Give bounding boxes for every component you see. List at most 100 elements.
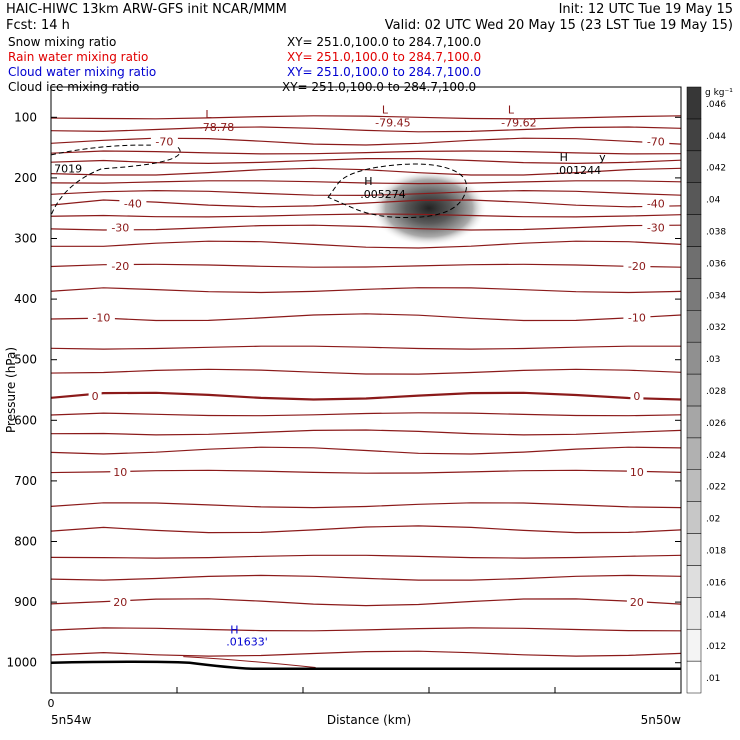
temperature-contour xyxy=(51,412,681,417)
colorbar-label: .036 xyxy=(706,259,726,269)
temperature-low-mark: L xyxy=(205,108,212,121)
colorbar-swatch xyxy=(686,214,702,247)
temperature-low-mark: L xyxy=(382,103,389,116)
cloud-ice-contour-left xyxy=(51,144,181,216)
colorbar-label: .016 xyxy=(706,578,726,588)
temperature-contour xyxy=(51,391,681,401)
header-title: HAIC-HIWC 13km ARW-GFS init NCAR/MMM xyxy=(6,2,287,17)
temperature-contour xyxy=(51,502,681,509)
temperature-label: 20 xyxy=(630,596,644,609)
y-tick-label: 900 xyxy=(14,595,37,609)
colorbar-swatch xyxy=(686,246,702,279)
temperature-contour xyxy=(51,650,681,657)
temperature-contour xyxy=(51,180,681,185)
y-tick-label: 200 xyxy=(14,171,37,185)
header-valid-time: Valid: 02 UTC Wed 20 May 15 (23 LST Tue … xyxy=(385,18,733,33)
temperature-low-value: -78.78 xyxy=(199,121,234,134)
temperature-label-bg xyxy=(110,464,131,478)
colorbar-swatch xyxy=(686,533,702,566)
colorbar-label: .038 xyxy=(706,228,726,238)
cloud-water-high-value: .01633' xyxy=(226,636,268,649)
temperature-contour xyxy=(51,150,681,155)
cloud-ice-high-value: .001244 xyxy=(556,164,602,177)
field-snow-xy: XY= 251.0,100.0 to 284.7,100.0 xyxy=(287,35,481,49)
surface-line xyxy=(51,660,681,671)
temperature-label: -70 xyxy=(155,136,173,149)
temperature-contour xyxy=(51,313,681,322)
temperature-label: 0 xyxy=(633,390,640,403)
colorbar-label: .014 xyxy=(706,610,726,620)
temperature-label: -40 xyxy=(124,197,142,210)
temperature-label: 10 xyxy=(630,466,644,479)
colorbar-label: .024 xyxy=(706,451,726,461)
temperature-contour xyxy=(51,627,681,632)
colorbar-swatch xyxy=(686,501,702,534)
colorbar-swatch xyxy=(686,660,702,694)
temperature-label-bg xyxy=(642,196,670,210)
colorbar-label: .026 xyxy=(706,419,726,429)
colorbar-swatch xyxy=(686,437,702,470)
y-tick-label: 100 xyxy=(14,110,37,124)
temperature-label: -20 xyxy=(628,260,646,273)
temperature-contour xyxy=(51,126,681,133)
cloud-ice-high-mark: H xyxy=(364,175,372,188)
temperature-contour xyxy=(51,263,681,268)
temperature-contour xyxy=(51,368,681,375)
temperature-label-bg xyxy=(623,258,651,272)
colorbar-label: .03 xyxy=(706,355,720,365)
colorbar-swatch xyxy=(686,341,702,375)
field-cloud-water-xy: XY= 251.0,100.0 to 284.7,100.0 xyxy=(287,65,481,79)
colorbar-swatch xyxy=(686,278,702,311)
y-tick-label: 600 xyxy=(14,413,37,427)
temperature-contour xyxy=(51,287,681,294)
temperature-label: -30 xyxy=(111,222,129,235)
colorbar-swatch xyxy=(686,469,702,502)
plot-area xyxy=(51,115,681,671)
colorbar-swatch xyxy=(686,565,702,598)
colorbar-swatch xyxy=(686,628,702,662)
temperature-contour xyxy=(51,199,681,208)
y-tick-label: 300 xyxy=(14,232,37,246)
colorbar-swatch xyxy=(686,373,702,407)
cloud-ice-contour xyxy=(327,163,467,219)
field-legend: Snow mixing ratio XY= 251.0,100.0 to 284… xyxy=(8,35,481,94)
temperature-label-bg xyxy=(106,258,134,272)
colorbar-swatch xyxy=(686,405,702,439)
colorbar-label: .044 xyxy=(706,132,726,142)
temperature-label-bg xyxy=(623,310,651,324)
temperature-label-bg xyxy=(119,196,147,210)
temperature-label: 0 xyxy=(92,390,99,403)
temperature-contour xyxy=(51,429,681,436)
colorbar: .01 .012 .014 .016 .018 .02 .022 .024 .026 .028 .0… xyxy=(686,86,726,694)
colorbar-swatch xyxy=(686,118,702,152)
temperature-label-bg xyxy=(626,595,647,609)
temperature-contour xyxy=(51,213,681,218)
colorbar-swatch xyxy=(686,310,702,343)
temperature-contour xyxy=(51,525,681,534)
field-rain-xy: XY= 251.0,100.0 to 284.7,100.0 xyxy=(287,50,481,64)
cloud-ice-high-mark: H xyxy=(560,151,568,164)
x-axis-label: Distance (km) xyxy=(327,713,411,727)
y-tick-label: 800 xyxy=(14,535,37,549)
temperature-contour xyxy=(51,115,681,120)
contour-annotations: -70 -70 -40 -40 -30 -30 -20 -20 -10 -10 0 0 10 10 20 20… xyxy=(54,103,670,649)
near-surface-contour xyxy=(183,656,316,669)
x-axis-left-endpoint: 5n54w xyxy=(51,713,92,727)
temperature-label: -10 xyxy=(628,311,646,324)
header-forecast-hour: Fcst: 14 h xyxy=(6,18,70,33)
temperature-contour xyxy=(51,554,681,559)
plot-frame xyxy=(50,86,682,694)
temperature-label: 20 xyxy=(113,596,127,609)
temperature-contour xyxy=(51,598,681,607)
y-tick-label: 400 xyxy=(14,292,37,306)
temperature-label-bg xyxy=(642,134,670,148)
colorbar-label: .012 xyxy=(706,642,726,652)
temperature-label: -10 xyxy=(92,311,110,324)
field-cloud-water-name: Cloud water mixing ratio xyxy=(8,65,156,79)
temperature-label-bg xyxy=(150,134,178,148)
temperature-low-value: -79.62 xyxy=(501,116,536,129)
y-tick-label: 700 xyxy=(14,474,37,488)
temperature-label-bg xyxy=(87,310,115,324)
